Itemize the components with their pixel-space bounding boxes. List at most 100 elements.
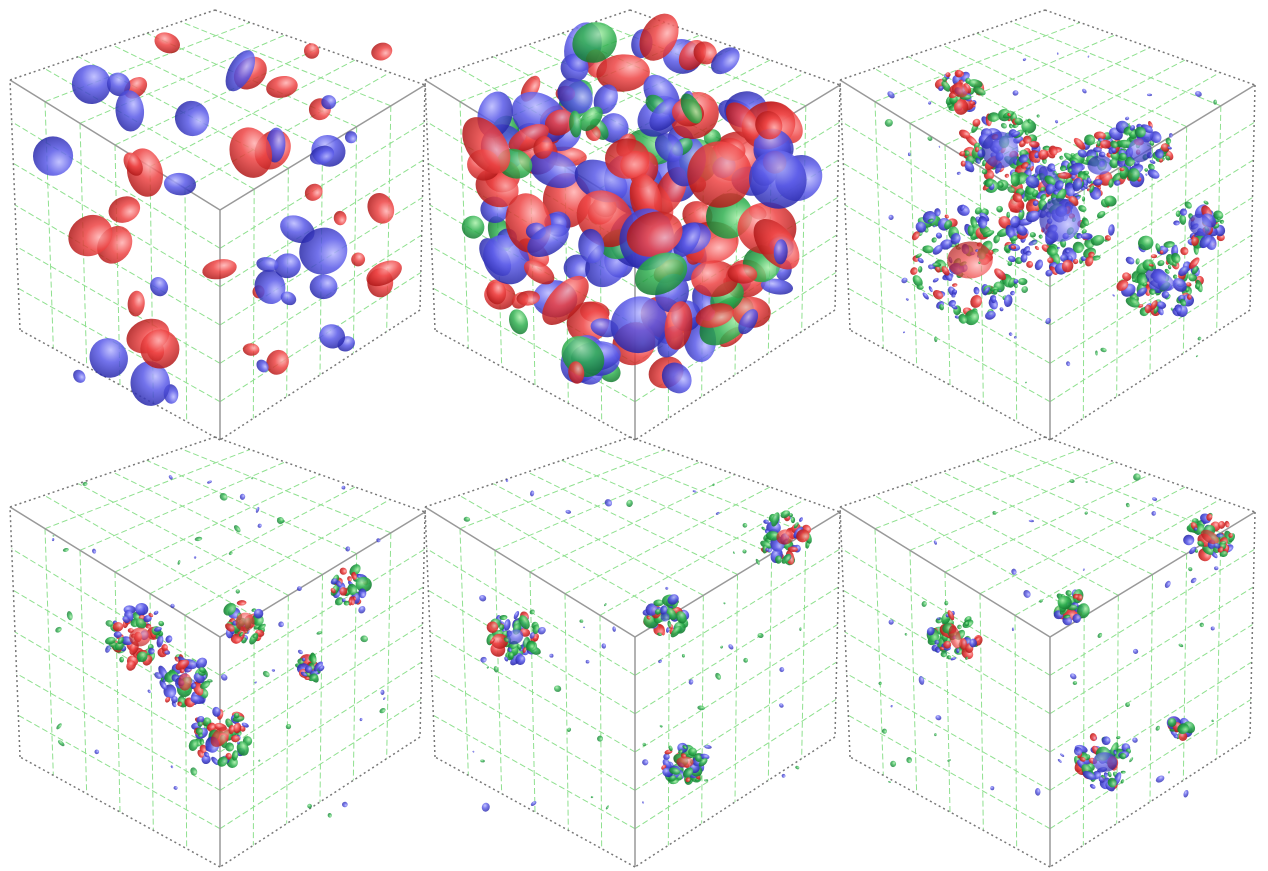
isosurface-blob (567, 727, 572, 732)
isosurface-blob (590, 796, 594, 799)
isosurface-blob (945, 72, 951, 78)
isosurface-blob (1194, 549, 1199, 553)
isosurface-blob (1027, 118, 1032, 124)
isosurface-blob (1157, 260, 1165, 267)
isosurface-blob (542, 275, 589, 325)
isosurface-blob (1059, 165, 1067, 172)
isosurface-blob (888, 214, 894, 221)
isosurface-blob (1020, 253, 1028, 263)
isosurface-blob (148, 647, 155, 655)
isosurface-blob (659, 724, 663, 728)
isosurface-blob (1053, 189, 1059, 195)
isosurface-blob (304, 676, 310, 681)
isosurface-blob (174, 100, 210, 137)
isosurface-blob (126, 660, 136, 671)
isosurface-blob (578, 228, 605, 264)
isosurface-blob (999, 307, 1004, 312)
grid-line (801, 532, 807, 759)
isosurface-blob (344, 131, 358, 144)
isosurface-blob (307, 803, 312, 809)
isosurface-blob (906, 756, 912, 764)
isosurface-blob (1195, 355, 1199, 358)
isosurface-blob (1178, 732, 1188, 741)
isosurface-blob (359, 717, 363, 722)
isosurface-blob (316, 631, 323, 635)
isosurface-blob (175, 659, 190, 671)
isosurface-blob (755, 558, 760, 565)
isosurface-blob (1188, 567, 1193, 572)
isosurface-blob (921, 601, 927, 607)
isosurface-blob (760, 278, 794, 295)
isosurface-blob (1072, 681, 1078, 685)
isosurface-blob (225, 752, 232, 760)
grid-line (433, 714, 636, 830)
isosurface-blob (1057, 759, 1062, 763)
isosurface-blob (193, 556, 197, 559)
isosurface-blob (1159, 158, 1164, 163)
isosurface-blob (334, 597, 344, 606)
isosurface-blob (257, 623, 266, 631)
isosurface-blob (654, 608, 661, 615)
isosurface-blob (62, 547, 69, 552)
isosurface-blob (1136, 272, 1148, 286)
isosurface-blob (1216, 533, 1224, 538)
grid-line (219, 661, 422, 791)
isosurface-blob (89, 338, 128, 378)
back-edge (424, 506, 636, 638)
isosurface-blob (376, 538, 381, 543)
grid-line (874, 528, 884, 776)
isosurface-blob (1197, 336, 1202, 341)
isosurface-blob (667, 594, 679, 605)
isosurface-blob (585, 659, 590, 664)
grid-line (286, 595, 289, 824)
isosurface-blob (217, 756, 228, 767)
isosurface-blob (199, 738, 205, 745)
grid-line (219, 699, 422, 830)
isosurface-blob (934, 733, 937, 737)
isosurface-blob (915, 253, 922, 259)
isosurface-blob (171, 701, 177, 708)
isosurface-blob (660, 605, 668, 615)
isosurface-blob (1177, 723, 1189, 735)
isosurface-blob (969, 638, 977, 648)
isosurface-blob (959, 129, 971, 139)
isosurface-blob (1089, 733, 1097, 742)
isosurface-blob (932, 277, 939, 283)
isosurface-blob (1081, 217, 1090, 227)
isosurface-blob (258, 759, 261, 762)
isosurface-blob (1195, 91, 1202, 97)
isosurface-blob (665, 586, 669, 590)
isosurface-blob (339, 567, 347, 575)
isosurface-blob (1146, 93, 1153, 97)
isosurface-blob (1061, 259, 1074, 273)
isosurface-blob (1189, 546, 1197, 555)
isosurface-blob (1007, 261, 1013, 267)
isosurface-blob (82, 481, 88, 487)
isosurface-blob (153, 626, 162, 632)
isosurface-blob (278, 621, 284, 628)
isosurface-blob (728, 644, 734, 650)
isosurface-blob (1206, 513, 1213, 521)
isosurface-blob (1080, 232, 1093, 240)
isosurface-blob (1044, 175, 1056, 186)
isosurface-blob (230, 735, 240, 743)
isosurface-blob (1078, 205, 1087, 213)
cube-edge (629, 436, 841, 513)
isosurface-blob (225, 50, 256, 92)
isosurface-blob (1063, 614, 1071, 619)
isosurface-blob (509, 309, 528, 335)
isosurface-blob (981, 131, 1019, 169)
isosurface-blob (974, 207, 982, 215)
isosurface-blob (161, 644, 168, 651)
isosurface-blob (1019, 210, 1023, 213)
isosurface-blob (1178, 643, 1184, 648)
isosurface-blob (1034, 245, 1040, 251)
isosurface-blob (220, 674, 228, 681)
isosurface-blob (367, 192, 395, 224)
isosurface-blob (308, 673, 317, 682)
isosurface-blob (526, 640, 535, 650)
isosurface-blob (1011, 568, 1017, 575)
isosurface-blob (163, 172, 197, 196)
isosurface-blob (975, 157, 981, 164)
isosurface-blob (1003, 294, 1013, 308)
